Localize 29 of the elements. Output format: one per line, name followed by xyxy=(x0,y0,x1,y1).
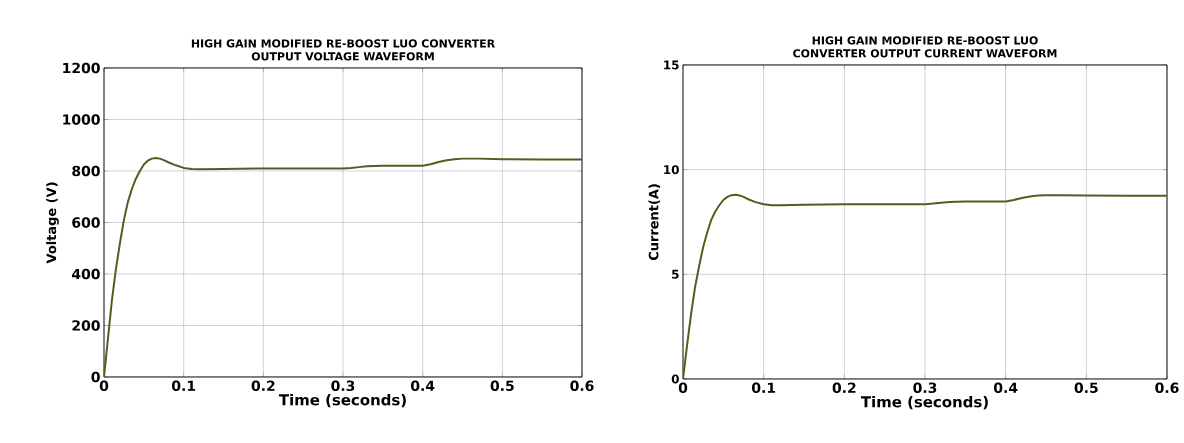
y-tick-label: 600 xyxy=(72,217,100,228)
y-axis-title: Voltage (V) xyxy=(46,182,59,264)
y-tick-label: 5 xyxy=(672,269,679,279)
x-tick-label: 0.1 xyxy=(751,382,776,394)
y-axis-title: Current(A) xyxy=(648,184,661,261)
x-axis-title: Time (seconds) xyxy=(860,395,988,410)
x-tick-label: 0.6 xyxy=(1155,382,1179,394)
x-tick-label: 0 xyxy=(99,380,109,392)
y-tick-label: 10 xyxy=(664,165,679,175)
chart-title: HIGH GAIN MODIFIED RE-BOOST LUO CONVERTER OUTPUT CURRENT WAVEFORM xyxy=(793,36,1057,58)
y-tick-label: 800 xyxy=(72,165,100,177)
x-tick-label: 0.3 xyxy=(913,382,937,394)
x-tick-label: 0.3 xyxy=(331,380,355,392)
x-tick-label: 0.4 xyxy=(993,382,1018,394)
y-tick-label: 1000 xyxy=(63,114,100,125)
x-tick-label: 0.2 xyxy=(251,380,275,392)
x-tick-label: 0.5 xyxy=(490,380,514,392)
x-tick-label: 0.5 xyxy=(1074,382,1098,394)
x-tick-label: 0.6 xyxy=(570,380,594,392)
y-tick-label: 200 xyxy=(72,320,100,331)
y-tick-label: 15 xyxy=(664,60,679,70)
x-tick-label: 0.4 xyxy=(411,380,435,392)
chart-title: HIGH GAIN MODIFIED RE-BOOST LUO CONVERTER OUTPUT VOLTAGE WAVEFORM xyxy=(191,39,495,61)
y-tick-label: 400 xyxy=(72,268,100,280)
x-tick-label: 0.2 xyxy=(832,382,856,394)
y-tick-label: 0 xyxy=(91,371,100,383)
y-tick-label: 1200 xyxy=(63,62,100,74)
x-tick-label: 0.1 xyxy=(172,380,196,392)
x-axis-title: Time (seconds) xyxy=(278,393,406,408)
